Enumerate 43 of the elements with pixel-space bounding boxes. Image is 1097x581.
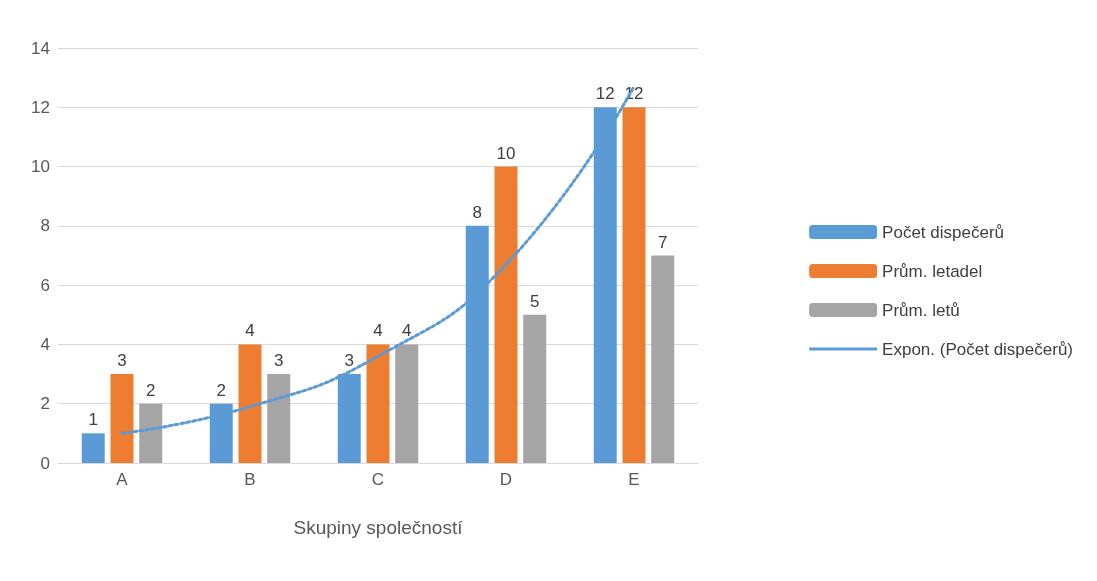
data-label: 3 [274, 351, 284, 371]
data-label: 4 [402, 321, 412, 341]
data-label: 2 [146, 380, 156, 400]
x-tick-label: C [371, 470, 385, 489]
bar [523, 314, 547, 463]
bar [81, 433, 105, 463]
bar [395, 344, 419, 463]
data-label: 10 [496, 143, 516, 163]
y-tick-label: 2 [40, 394, 50, 414]
data-label: 12 [595, 84, 615, 104]
data-label: 1 [88, 410, 98, 430]
bar [267, 374, 291, 463]
y-tick-label: 10 [31, 157, 50, 177]
x-axis-title: Skupiny společností [293, 517, 464, 538]
legend-label: Expon. (Počet dispečerů) [882, 339, 1074, 359]
bar [238, 344, 262, 463]
x-tick-label: A [116, 470, 129, 489]
y-tick-label: 6 [40, 275, 50, 295]
data-label: 8 [472, 202, 482, 222]
y-tick-label: 8 [40, 216, 50, 236]
data-label: 2 [216, 380, 226, 400]
bar [622, 107, 646, 463]
legend-label: Počet dispečerů [882, 222, 1005, 242]
bar [651, 255, 675, 463]
x-tick-label: D [499, 470, 513, 489]
y-tick-label: 12 [31, 97, 50, 117]
data-label: 4 [245, 321, 255, 341]
bar [139, 403, 163, 463]
data-label: 3 [344, 351, 354, 371]
data-label: 4 [373, 321, 383, 341]
legend-label: Prům. letů [882, 300, 960, 320]
x-tick-label: B [244, 470, 256, 489]
y-tick-label: 14 [31, 38, 50, 58]
y-tick-label: 0 [40, 453, 50, 473]
bar [110, 374, 134, 463]
y-tick-label: 4 [40, 334, 50, 354]
data-label: 5 [530, 291, 540, 311]
x-tick-label: E [628, 470, 640, 489]
data-label: 3 [117, 351, 127, 371]
bar [366, 344, 390, 463]
data-label: 7 [658, 232, 668, 252]
legend-label: Prům. letadel [882, 261, 983, 281]
bar [494, 166, 518, 463]
